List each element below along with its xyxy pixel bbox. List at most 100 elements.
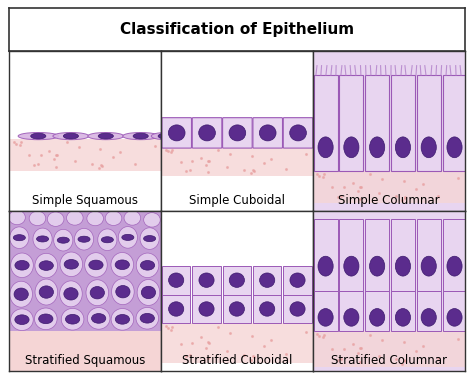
Ellipse shape	[290, 273, 305, 287]
Bar	[339, 291, 364, 331]
Ellipse shape	[370, 309, 385, 326]
Ellipse shape	[370, 137, 385, 158]
Ellipse shape	[290, 125, 306, 141]
Bar	[313, 211, 465, 331]
Bar	[443, 75, 466, 171]
Text: Classification of Epithelium: Classification of Epithelium	[120, 22, 354, 37]
Bar	[339, 75, 364, 171]
Bar	[391, 75, 415, 171]
Ellipse shape	[15, 315, 29, 324]
Ellipse shape	[18, 133, 58, 140]
Ellipse shape	[421, 137, 436, 158]
Ellipse shape	[64, 288, 78, 300]
FancyBboxPatch shape	[192, 117, 222, 148]
Ellipse shape	[86, 280, 109, 306]
Bar	[161, 147, 313, 176]
Bar	[391, 219, 415, 291]
Ellipse shape	[65, 315, 80, 324]
Bar	[417, 219, 441, 291]
Ellipse shape	[140, 260, 155, 270]
FancyBboxPatch shape	[162, 117, 191, 148]
Ellipse shape	[88, 133, 124, 140]
Ellipse shape	[15, 260, 29, 270]
Ellipse shape	[124, 211, 141, 225]
Ellipse shape	[118, 227, 137, 248]
Bar	[314, 219, 337, 291]
Ellipse shape	[31, 133, 46, 139]
Ellipse shape	[116, 285, 130, 298]
Ellipse shape	[91, 313, 106, 323]
Ellipse shape	[133, 133, 148, 139]
Ellipse shape	[66, 211, 83, 225]
Ellipse shape	[229, 273, 245, 287]
Ellipse shape	[78, 236, 90, 242]
Ellipse shape	[74, 229, 93, 250]
Ellipse shape	[260, 302, 275, 316]
Ellipse shape	[318, 137, 333, 158]
Ellipse shape	[85, 253, 107, 277]
Ellipse shape	[141, 286, 155, 299]
Ellipse shape	[144, 236, 155, 241]
Ellipse shape	[421, 256, 436, 276]
Ellipse shape	[111, 252, 134, 277]
Text: Simple Cuboidal: Simple Cuboidal	[189, 194, 285, 207]
Ellipse shape	[35, 279, 58, 305]
Ellipse shape	[53, 133, 89, 140]
Ellipse shape	[39, 314, 53, 324]
Ellipse shape	[151, 133, 180, 140]
Ellipse shape	[98, 133, 113, 139]
Ellipse shape	[318, 309, 333, 326]
Ellipse shape	[318, 256, 333, 276]
Ellipse shape	[9, 210, 25, 225]
Ellipse shape	[395, 256, 410, 276]
Ellipse shape	[98, 229, 117, 251]
Ellipse shape	[395, 309, 410, 326]
Ellipse shape	[87, 308, 110, 329]
Bar	[253, 266, 282, 294]
Bar	[283, 266, 312, 294]
Ellipse shape	[54, 229, 73, 251]
Ellipse shape	[60, 281, 82, 307]
Bar	[417, 75, 441, 171]
Ellipse shape	[11, 309, 33, 330]
Ellipse shape	[35, 253, 57, 278]
Ellipse shape	[199, 302, 214, 316]
Ellipse shape	[39, 261, 54, 270]
Ellipse shape	[447, 256, 462, 276]
Ellipse shape	[115, 260, 129, 269]
Ellipse shape	[122, 234, 134, 240]
Ellipse shape	[229, 125, 246, 141]
Bar	[223, 294, 251, 323]
Ellipse shape	[105, 211, 122, 226]
Bar	[223, 266, 251, 294]
Ellipse shape	[370, 256, 385, 276]
Text: Stratified Cuboidal: Stratified Cuboidal	[182, 354, 292, 366]
Bar	[9, 139, 161, 171]
Ellipse shape	[64, 260, 78, 269]
Bar	[313, 331, 465, 366]
Text: Stratified Squamous: Stratified Squamous	[25, 354, 146, 366]
Ellipse shape	[64, 133, 79, 139]
Bar	[443, 219, 466, 291]
Bar	[365, 75, 389, 171]
Ellipse shape	[57, 237, 69, 243]
Bar	[314, 75, 337, 171]
Bar	[339, 219, 364, 291]
Ellipse shape	[140, 313, 155, 323]
FancyBboxPatch shape	[223, 117, 252, 148]
Text: Simple Squamous: Simple Squamous	[32, 194, 138, 207]
Ellipse shape	[421, 309, 436, 326]
Ellipse shape	[169, 302, 184, 316]
Ellipse shape	[11, 253, 33, 277]
Ellipse shape	[47, 212, 64, 226]
Ellipse shape	[111, 309, 134, 330]
Bar	[443, 291, 466, 331]
Ellipse shape	[87, 211, 103, 226]
Text: Stratified Columnar: Stratified Columnar	[331, 354, 447, 366]
Bar	[365, 219, 389, 291]
Bar	[313, 51, 465, 171]
Ellipse shape	[101, 237, 113, 243]
Bar	[283, 294, 312, 323]
Ellipse shape	[60, 252, 82, 277]
Ellipse shape	[169, 273, 184, 287]
